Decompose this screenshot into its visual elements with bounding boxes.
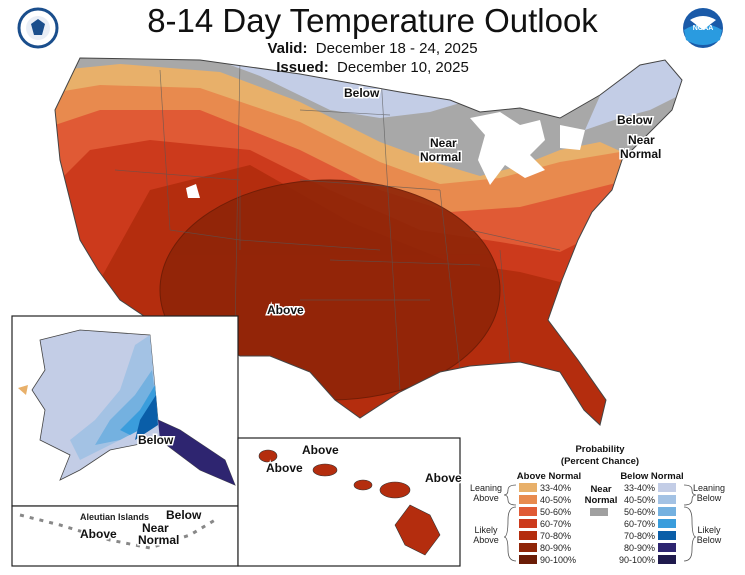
legend-range-below-3: 60-70% <box>624 519 655 529</box>
legend-swatch-below-4 <box>658 531 676 540</box>
legend-swatch-above-2 <box>519 507 537 516</box>
page-title: 8-14 Day Temperature Outlook <box>147 2 598 39</box>
legend-swatch-above-5 <box>519 543 537 552</box>
legend: Probability (Percent Chance) Above Norma… <box>470 444 725 565</box>
legend-range-below-2: 50-60% <box>624 507 655 517</box>
legend-title-1: Probability <box>575 444 625 455</box>
label-near: Near <box>430 136 457 150</box>
legend-swatch-below-3 <box>658 519 676 528</box>
aleutian-label: Aleutian Islands <box>80 512 149 522</box>
legend-near-2: Normal <box>585 495 618 506</box>
legend-swatch-above-6 <box>519 555 537 564</box>
legend-likely-below-2: Below <box>697 535 722 545</box>
aleutian-above: Above <box>80 527 117 541</box>
legend-range-below-5: 80-90% <box>624 543 655 553</box>
legend-range-above-3: 60-70% <box>540 519 571 529</box>
legend-likely-above-2: Above <box>473 535 499 545</box>
hawaii-above-3: Above <box>425 471 462 485</box>
legend-swatch-below-2 <box>658 507 676 516</box>
legend-range-above-1: 40-50% <box>540 495 571 505</box>
valid-label: Valid: <box>267 40 308 57</box>
legend-range-below-0: 33-40% <box>624 483 655 493</box>
commerce-seal-logo <box>17 7 59 49</box>
legend-below-header: Below Normal <box>620 471 683 482</box>
alaska-inset: Below Aleutian Islands Above Near Normal… <box>11 315 239 567</box>
issued-line: Issued: December 10, 2025 <box>0 59 745 76</box>
legend-near-1: Near <box>590 484 611 495</box>
legend-likely-below-1: Likely <box>697 525 721 535</box>
hawaii-above-1: Above <box>302 443 339 457</box>
legend-swatch-above-1 <box>519 495 537 504</box>
label-normal: Normal <box>420 150 461 164</box>
alaska-label-below: Below <box>138 433 174 447</box>
label-ne-normal: Normal <box>620 147 661 161</box>
legend-above-header: Above Normal <box>517 471 581 482</box>
legend-swatch-below-0 <box>658 483 676 492</box>
valid-value: December 18 - 24, 2025 <box>315 40 478 57</box>
legend-title-2: (Percent Chance) <box>561 456 639 467</box>
legend-leaning-above-2: Above <box>473 493 499 503</box>
aleutian-normal: Normal <box>138 533 179 547</box>
legend-leaning-above-1: Leaning <box>470 483 502 493</box>
valid-line: Valid: December 18 - 24, 2025 <box>0 40 745 57</box>
issued-value: December 10, 2025 <box>337 59 469 76</box>
hawaii-inset: Above Above Above <box>237 437 464 567</box>
aleutian-below: Below <box>166 508 202 522</box>
noaa-text: NOAA <box>693 25 714 32</box>
legend-swatch-below-6 <box>658 555 676 564</box>
legend-likely-above-1: Likely <box>474 525 498 535</box>
legend-swatch-below-1 <box>658 495 676 504</box>
legend-near-swatch <box>590 508 608 516</box>
legend-leaning-below-2: Below <box>697 493 722 503</box>
legend-range-above-4: 70-80% <box>540 531 571 541</box>
label-below: Below <box>344 86 380 100</box>
legend-range-above-6: 90-100% <box>540 555 576 565</box>
legend-range-above-2: 50-60% <box>540 507 571 517</box>
legend-range-below-1: 40-50% <box>624 495 655 505</box>
legend-leaning-below-1: Leaning <box>693 483 725 493</box>
legend-range-below-4: 70-80% <box>624 531 655 541</box>
legend-swatch-above-4 <box>519 531 537 540</box>
legend-range-above-0: 33-40% <box>540 483 571 493</box>
label-ne-below: Below <box>617 113 653 127</box>
label-ne-near: Near <box>628 133 655 147</box>
legend-swatch-above-0 <box>519 483 537 492</box>
legend-range-below-6: 90-100% <box>619 555 655 565</box>
aleutian-near: Near <box>142 521 169 535</box>
noaa-logo: NOAA <box>683 8 723 48</box>
legend-swatch-below-5 <box>658 543 676 552</box>
legend-swatch-above-3 <box>519 519 537 528</box>
hawaii-above-2: Above <box>266 461 303 475</box>
legend-range-above-5: 80-90% <box>540 543 571 553</box>
label-above: Above <box>267 303 304 317</box>
issued-label: Issued: <box>276 59 329 76</box>
